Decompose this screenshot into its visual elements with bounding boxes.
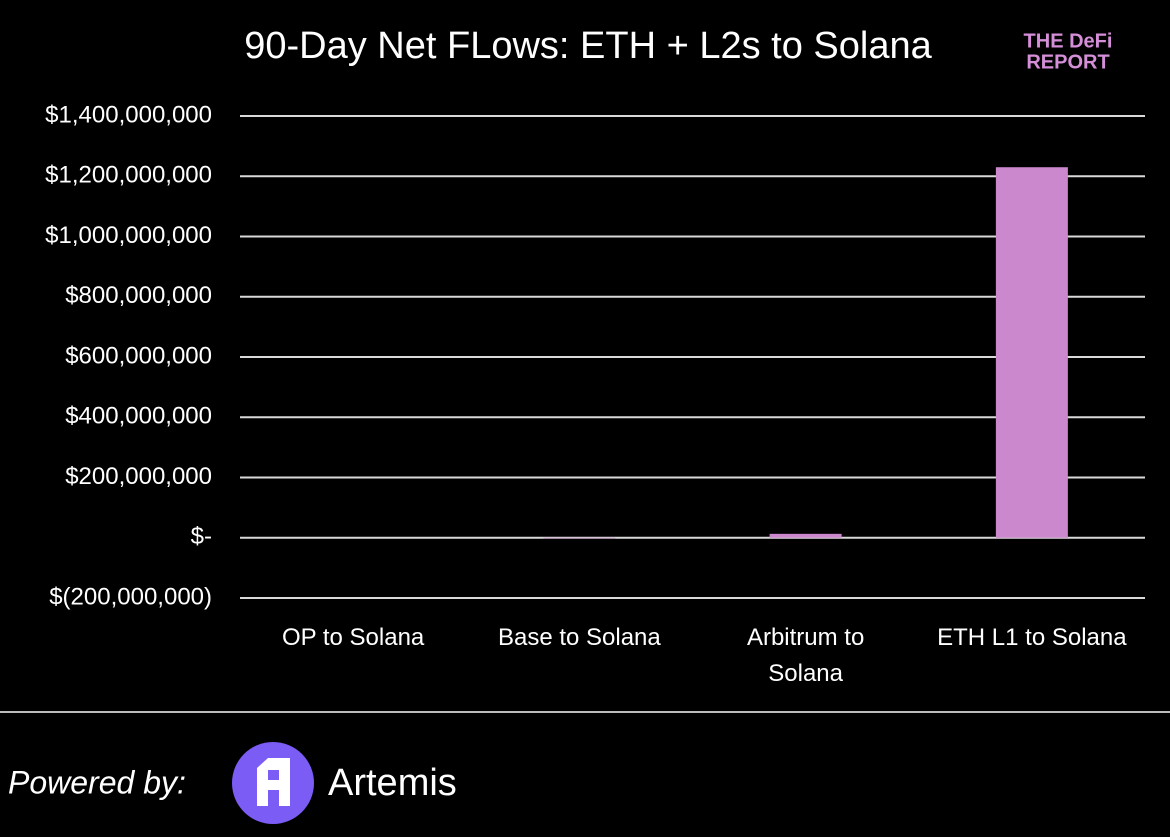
partner-name: Artemis [328, 762, 457, 804]
y-tick-label: $600,000,000 [65, 342, 212, 369]
x-tick-label: Arbitrum to Solana [746, 624, 865, 687]
powered-by: Powered by: [8, 764, 186, 800]
partner-icon [257, 758, 290, 806]
logo-bottom: REPORT [1026, 51, 1109, 73]
y-tick-label: $1,400,000,000 [45, 101, 212, 128]
bar [543, 537, 616, 539]
x-tick-label: Base to Solana [497, 624, 661, 651]
bar [995, 167, 1068, 538]
y-tick-label: $400,000,000 [65, 403, 212, 430]
x-tick-label: ETH L1 to Solana [937, 624, 1127, 651]
bar [769, 533, 842, 538]
y-tick-label: $1,200,000,000 [45, 162, 212, 189]
chart-title: 90-Day Net FLows: ETH + L2s to Solana [244, 25, 932, 67]
y-tick-label: $1,000,000,000 [45, 222, 212, 249]
y-tick-label: $- [191, 523, 212, 550]
y-tick-label: $800,000,000 [65, 282, 212, 309]
logo-top: THE DeFi [1024, 30, 1113, 52]
y-tick-label: $200,000,000 [65, 463, 212, 490]
y-tick-label: $(200,000,000) [49, 583, 212, 610]
x-tick-label: OP to Solana [281, 624, 425, 651]
